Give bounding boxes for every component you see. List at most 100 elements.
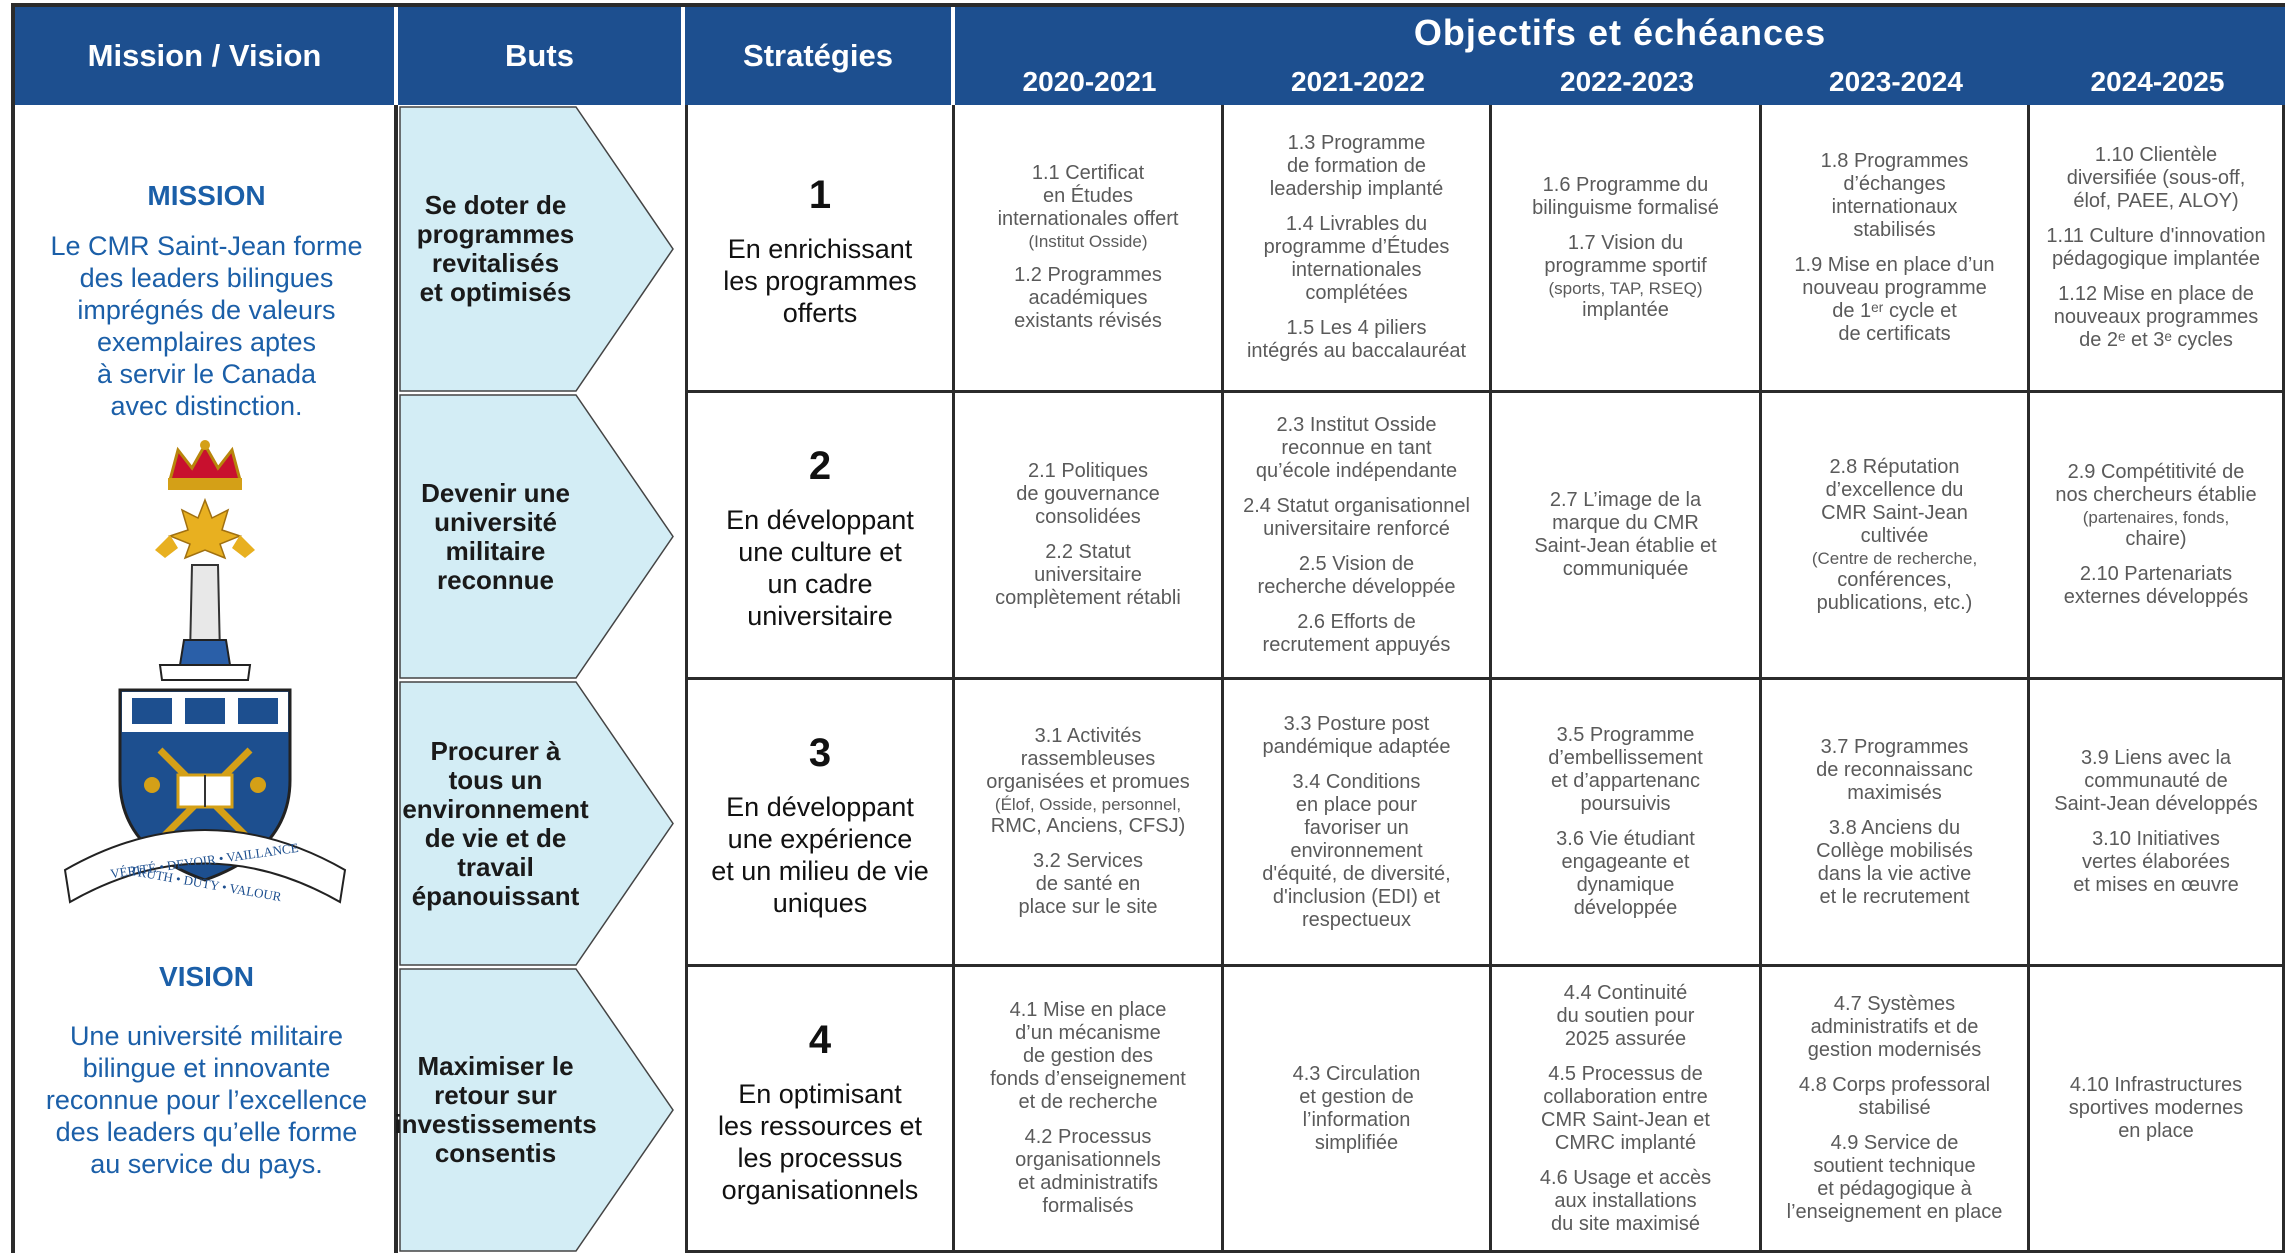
objective-item: 4.7 Systèmes administratifs et de gestion … <box>1808 993 1981 1062</box>
objective-line: (sports, TAP, RSEQ) <box>1548 278 1703 298</box>
strategy-line: et un milieu de vie <box>711 856 929 886</box>
header-year: 2022-2023 <box>1492 59 1762 105</box>
objective-line: environnement <box>1290 839 1423 862</box>
objective-line: 1.1 Certificat <box>1031 162 1145 184</box>
objective-line: diversifiée (sous-off, <box>2066 166 2246 189</box>
objective-item: 4.4 Continuité du soutien pour 2025 assuré… <box>1557 982 1695 1051</box>
header-buts: Buts <box>398 7 685 105</box>
objective-line: aux installations <box>1554 1189 1697 1212</box>
objective-line: 4.1 Mise en place <box>1009 999 1167 1021</box>
vision-line: des leaders qu’elle forme <box>55 1117 358 1147</box>
objective-line: 4.10 Infrastructures <box>2069 1074 2243 1096</box>
objective-item: 3.9 Liens avec la communauté de Saint-Jean… <box>2054 747 2257 816</box>
objective-line: administratifs et de <box>1810 1016 1979 1038</box>
frame <box>11 3 2285 1253</box>
but-arrow <box>399 394 674 679</box>
objective-line: nos chercheurs établie <box>2055 484 2257 506</box>
objective-cell: 2.7 L’image de la marque du CMR Saint-Jean… <box>1492 393 1762 680</box>
objective-line: de santé en <box>1035 873 1141 895</box>
objective-line: pandémique adaptée <box>1262 735 1451 758</box>
header-strategies: Stratégies <box>685 7 955 105</box>
objective-cell: 1.8 Programmes d’échanges internationaux st… <box>1762 105 2030 393</box>
objective-line: 2.7 L’image de la <box>1549 489 1702 511</box>
objective-line: 4.8 Corps professoral <box>1798 1074 1991 1096</box>
objective-line: 3.6 Vie étudiant <box>1556 828 1695 850</box>
objective-line: internationales offert <box>997 208 1179 230</box>
objective-line: 1.2 Programmes <box>1014 264 1162 286</box>
objective-line: et le recrutement <box>1819 885 1970 908</box>
but-arrow <box>399 968 674 1252</box>
objective-line: l’enseignement en place <box>1786 1201 2003 1223</box>
objective-line: élof, PAEE, ALOY) <box>2073 189 2239 212</box>
but-line: consentis <box>434 1138 557 1168</box>
objective-line: et d’appartenanc <box>1550 770 1700 792</box>
objective-line: d'équité, de diversité, <box>1262 862 1451 885</box>
objective-cell: 4.3 Circulation et gestion de l’informatio… <box>1224 967 1492 1253</box>
strategy-line: un cadre <box>767 569 873 599</box>
objective-item: 1.11 Culture d'innovation pédagogique imp… <box>2046 225 2265 271</box>
mission-title: MISSION <box>147 180 266 211</box>
objective-cell: 2.8 Réputation d’excellence du CMR Saint-J… <box>1762 393 2030 680</box>
objective-line: internationaux <box>1831 195 1958 218</box>
objective-line: gestion modernisés <box>1807 1039 1982 1061</box>
objective-line: 3.4 Conditions <box>1292 770 1421 793</box>
mission-line: à servir le Canada <box>96 359 317 389</box>
objective-item: 2.6 Efforts de recrutement appuyés <box>1263 611 1451 657</box>
objective-line: 1.7 Vision du <box>1567 231 1684 254</box>
objective-line: d'inclusion (EDI) et <box>1272 885 1441 908</box>
objective-line: rassembleuses <box>1020 748 1156 770</box>
objective-line: 3.1 Activités <box>1034 725 1142 747</box>
objective-cell: 3.5 Programme d’embellissement et d’appart… <box>1492 680 1762 967</box>
objective-item: 3.5 Programme d’embellissement et d’appart… <box>1548 724 1703 816</box>
but-line: tous un <box>448 764 543 795</box>
objective-line: 2.10 Partenariats <box>2079 563 2233 585</box>
objective-line: (partenaires, fonds, <box>2082 508 2230 527</box>
mission-line: Le CMR Saint-Jean forme <box>50 231 363 261</box>
objective-line: poursuivis <box>1580 793 1671 815</box>
objective-line: conférences, <box>1837 568 1952 591</box>
strategy-line: les processus <box>737 1142 903 1173</box>
objective-line: organisationnels <box>1015 1149 1161 1171</box>
objective-line: et mises en œuvre <box>2073 874 2239 896</box>
objective-line: 3.3 Posture post <box>1283 712 1430 735</box>
but-line: de vie et de <box>424 822 567 853</box>
objective-item: 4.5 Processus de collaboration entre CMR S… <box>1541 1063 1710 1155</box>
but-text: Maximiser le retour sur investissements con… <box>394 967 596 1253</box>
but-line: Devenir une <box>421 477 570 508</box>
objective-line: consolidées <box>1035 506 1141 528</box>
objective-line: du site maximisé <box>1551 1212 1700 1235</box>
mission-line: imprégnés de valeurs <box>77 295 336 325</box>
objective-line: dynamique <box>1576 874 1675 896</box>
objective-item: 3.10 Initiatives vertes élaborées et mises… <box>2073 828 2239 897</box>
objective-line: organisées et promues <box>986 771 1190 793</box>
strategy-line: les programmes <box>723 265 917 296</box>
objective-line: de formation de <box>1287 155 1426 177</box>
strategy-number: 2 <box>808 444 832 488</box>
header-year: 2021-2022 <box>1224 59 1492 105</box>
objective-line: Saint-Jean établie et <box>1534 535 1717 557</box>
objective-line: CMR Saint-Jean et <box>1541 1108 1710 1131</box>
objective-line: d’un mécanisme <box>1015 1022 1161 1044</box>
but-line: Se doter de <box>424 190 567 220</box>
objective-item: 2.8 Réputation d’excellence du CMR Saint-J… <box>1812 456 1977 615</box>
objective-line: 4.7 Systèmes <box>1833 993 1956 1015</box>
but-line: université <box>434 506 557 537</box>
objective-item: 3.1 Activités rassembleuses organisées et … <box>986 725 1189 838</box>
strategy-line: En développant <box>726 792 914 822</box>
objective-line: 1.8 Programmes <box>1820 149 1969 172</box>
vision-title: VISION <box>159 961 254 992</box>
strategy-line: En développant <box>726 505 914 535</box>
objective-line: 1.10 Clientèle <box>2094 143 2218 166</box>
objective-item: 2.2 Statut universitaire complètement réta… <box>995 541 1181 610</box>
objective-line: 1.9 Mise en place d’un <box>1794 253 1995 276</box>
objective-line: 2.5 Vision de <box>1298 552 1415 575</box>
mission-vision-column: MISSION Le CMR Saint-Jean forme des leader… <box>15 105 398 1253</box>
but-line: revitalisés <box>431 248 560 278</box>
objective-line: CMR Saint-Jean <box>1821 501 1968 524</box>
objective-line: 2.3 Institut Osside <box>1276 413 1437 436</box>
objective-line: l’information <box>1302 1108 1411 1131</box>
strategy-number: 1 <box>808 172 832 217</box>
strategy-cell: 4 En optimisant les ressources et les proce… <box>685 967 955 1253</box>
objective-line: implantée <box>1582 298 1669 321</box>
